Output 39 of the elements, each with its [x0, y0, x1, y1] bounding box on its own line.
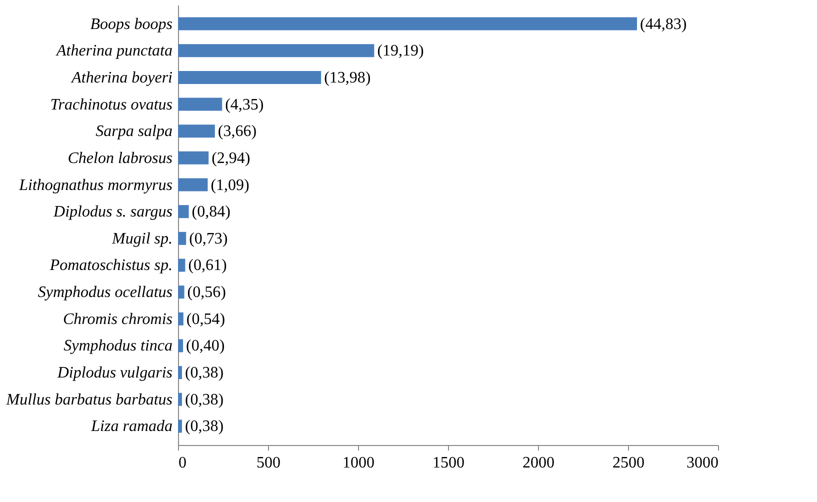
x-tick-label: 1500 — [432, 454, 464, 472]
y-tick-label: Chromis chromis — [63, 310, 172, 328]
y-tick-label: Diplodus vulgaris — [56, 364, 172, 382]
y-tick-label: Liza ramada — [90, 418, 172, 436]
y-tick-label: Trachinotus ovatus — [50, 96, 172, 114]
y-tick-label: Mullus barbatus barbatus — [5, 391, 172, 408]
annotation: (44,83) — [640, 16, 687, 33]
y-tick-label: Boops boops — [90, 16, 172, 33]
annotation: (2,94) — [212, 150, 250, 167]
x-tick-label: 1000 — [342, 454, 374, 472]
annotation: (0,54) — [186, 310, 226, 328]
y-tick-label: Pomatoschistus sp. — [48, 257, 172, 274]
annotation: (0,38) — [184, 418, 224, 436]
annotation: (0,61) — [188, 257, 227, 274]
y-tick-label: Chelon labrosus — [68, 150, 172, 167]
annotation: (3,66) — [218, 123, 257, 140]
annotation: (19,19) — [377, 42, 424, 60]
y-tick-label: Atherina punctata — [56, 42, 172, 60]
annotation: (0,38) — [184, 364, 224, 382]
annotation: (0,56) — [187, 284, 226, 302]
x-tick-label: 500 — [256, 454, 280, 472]
annotation: (4,35) — [225, 96, 264, 114]
annotation: (1,09) — [210, 176, 250, 194]
x-tick-label: 2500 — [612, 454, 644, 472]
annotation: (0,40) — [186, 338, 225, 355]
annotation: (0,73) — [189, 230, 228, 248]
x-tick-label: 0 — [178, 454, 186, 472]
annotation: (0,38) — [184, 391, 224, 408]
y-tick-label: Sarpa salpa — [96, 123, 172, 140]
x-tick-label: 2000 — [522, 454, 554, 472]
y-tick-label: Mugil sp. — [111, 230, 172, 248]
y-tick-label: Diplodus s. sargus — [52, 204, 172, 221]
y-tick-label: Symphodus tinca — [64, 338, 172, 355]
y-tick-label: Lithognathus mormyrus — [18, 176, 172, 194]
y-tick-label: Atherina boyeri — [70, 69, 172, 86]
x-tick-label: 3000 — [686, 454, 718, 472]
annotation: (13,98) — [324, 69, 371, 86]
annotation: (0,84) — [192, 204, 230, 221]
y-tick-label: Symphodus ocellatus — [38, 284, 172, 302]
